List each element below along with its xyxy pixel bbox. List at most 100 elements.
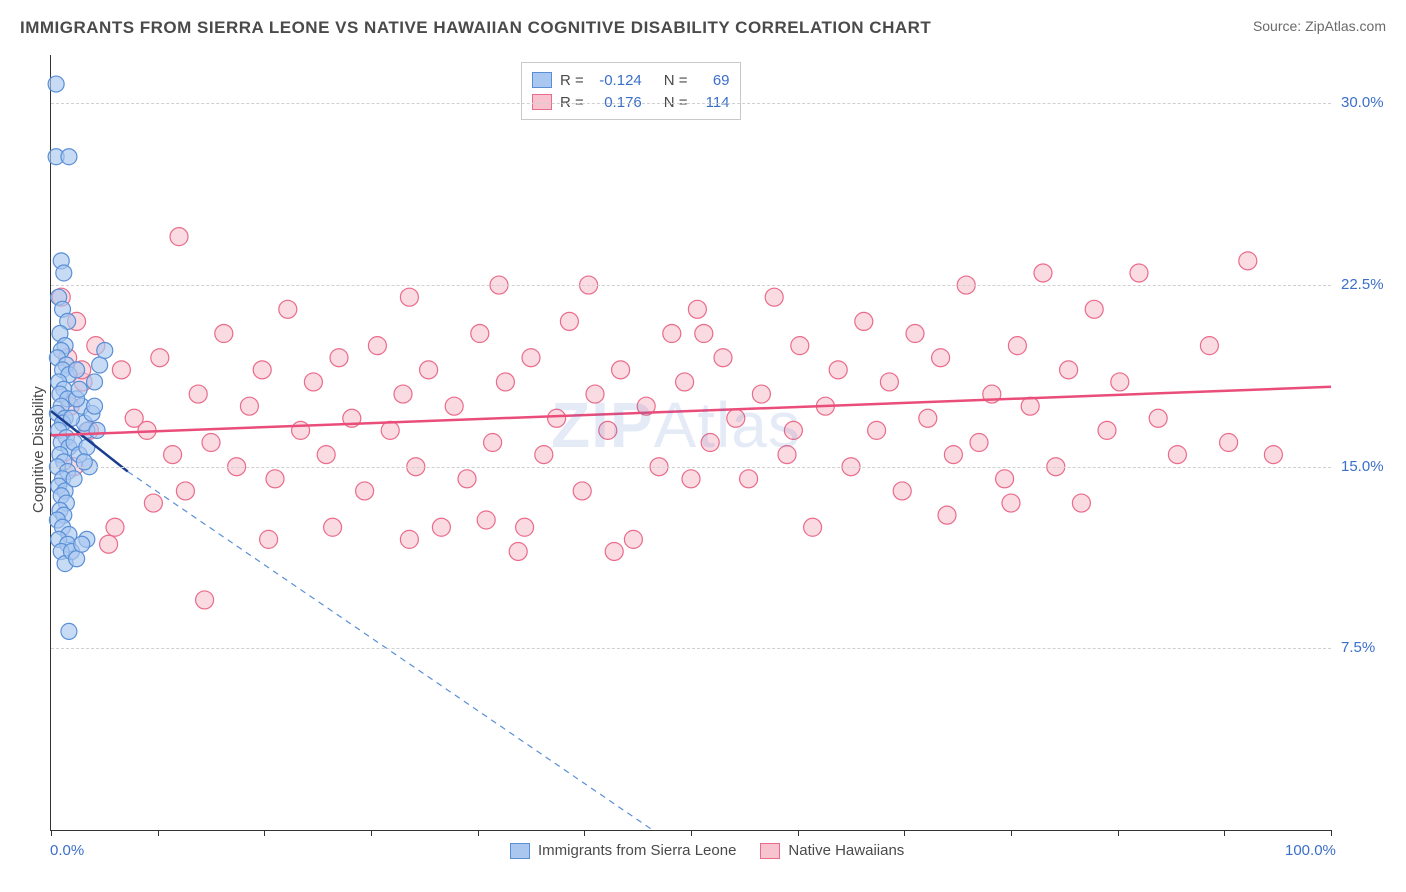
scatter-point (202, 434, 220, 452)
scatter-point (765, 288, 783, 306)
x-axis-max-label: 100.0% (1285, 842, 1336, 859)
scatter-point (266, 470, 284, 488)
scatter-point (164, 446, 182, 464)
stats-row: R =0.176N =114 (532, 91, 730, 113)
scatter-point (330, 349, 348, 367)
bottom-legend: Immigrants from Sierra Leone Native Hawai… (510, 842, 904, 859)
scatter-point (784, 421, 802, 439)
scatter-point (87, 374, 103, 390)
scatter-point (74, 536, 90, 552)
scatter-point (381, 421, 399, 439)
stat-n-value: 69 (696, 72, 730, 89)
scatter-point (791, 337, 809, 355)
scatter-point (682, 470, 700, 488)
scatter-point (906, 325, 924, 343)
scatter-point (695, 325, 713, 343)
grid-line (51, 648, 1331, 649)
chart-source: Source: ZipAtlas.com (1253, 18, 1386, 34)
scatter-point (71, 381, 87, 397)
scatter-point (151, 349, 169, 367)
scatter-point (1098, 421, 1116, 439)
x-axis-min-label: 0.0% (50, 842, 84, 859)
legend-swatch (760, 843, 780, 859)
scatter-point (61, 623, 77, 639)
scatter-point (215, 325, 233, 343)
x-tick (798, 830, 799, 836)
stat-r-value: 0.176 (592, 94, 642, 111)
legend-swatch (510, 843, 530, 859)
grid-line (51, 285, 1331, 286)
legend-label: Native Hawaiians (788, 842, 904, 859)
scatter-point (400, 530, 418, 548)
x-tick (1011, 830, 1012, 836)
scatter-point (1034, 264, 1052, 282)
scatter-point (92, 357, 108, 373)
legend-label: Immigrants from Sierra Leone (538, 842, 736, 859)
scatter-point (240, 397, 258, 415)
scatter-point (144, 494, 162, 512)
scatter-point (938, 506, 956, 524)
x-tick (584, 830, 585, 836)
scatter-point (304, 373, 322, 391)
scatter-point (458, 470, 476, 488)
scatter-point (477, 511, 495, 529)
scatter-point (471, 325, 489, 343)
scatter-point (880, 373, 898, 391)
scatter-point (701, 434, 719, 452)
scatter-point (170, 228, 188, 246)
grid-line (51, 103, 1331, 104)
scatter-point (66, 471, 82, 487)
scatter-point (1200, 337, 1218, 355)
x-tick (264, 830, 265, 836)
scatter-point (368, 337, 386, 355)
x-tick (904, 830, 905, 836)
x-tick (478, 830, 479, 836)
scatter-point (106, 518, 124, 536)
scatter-point (944, 446, 962, 464)
scatter-point (69, 362, 85, 378)
x-tick (1331, 830, 1332, 836)
scatter-point (356, 482, 374, 500)
scatter-point (484, 434, 502, 452)
scatter-point (1085, 300, 1103, 318)
stat-n-label: N = (664, 72, 688, 89)
scatter-point (740, 470, 758, 488)
scatter-point (1264, 446, 1282, 464)
scatter-point (1168, 446, 1186, 464)
scatter-point (586, 385, 604, 403)
scatter-point (61, 149, 77, 165)
scatter-point (253, 361, 271, 379)
scatter-point (752, 385, 770, 403)
scatter-point (560, 312, 578, 330)
y-axis-title: Cognitive Disability (30, 386, 47, 513)
scatter-point (868, 421, 886, 439)
stat-r-label: R = (560, 72, 584, 89)
scatter-point (778, 446, 796, 464)
scatter-point (97, 342, 113, 358)
scatter-point (727, 409, 745, 427)
scatter-point (996, 470, 1014, 488)
grid-line (51, 467, 1331, 468)
scatter-point (573, 482, 591, 500)
stat-n-value: 114 (696, 94, 730, 111)
x-tick (691, 830, 692, 836)
scatter-point (496, 373, 514, 391)
scatter-point (829, 361, 847, 379)
scatter-point (932, 349, 950, 367)
y-tick-label: 22.5% (1341, 276, 1384, 293)
scatter-point (804, 518, 822, 536)
x-tick (158, 830, 159, 836)
x-tick (1224, 830, 1225, 836)
scatter-point (970, 434, 988, 452)
scatter-point (714, 349, 732, 367)
scatter-point (1021, 397, 1039, 415)
scatter-point (663, 325, 681, 343)
scatter-point (1060, 361, 1078, 379)
scatter-point (1220, 434, 1238, 452)
legend-swatch (532, 94, 552, 110)
chart-title: IMMIGRANTS FROM SIERRA LEONE VS NATIVE H… (20, 18, 931, 38)
scatter-point (87, 398, 103, 414)
scatter-point (196, 591, 214, 609)
scatter-point (112, 361, 130, 379)
scatter-point (522, 349, 540, 367)
